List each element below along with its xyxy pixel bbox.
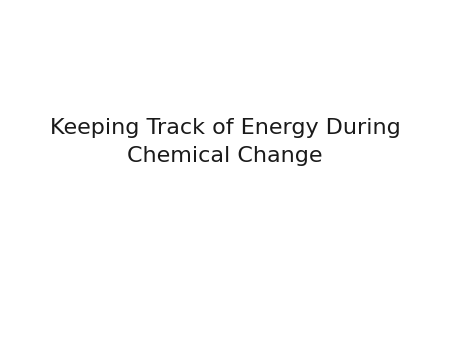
Text: Keeping Track of Energy During
Chemical Change: Keeping Track of Energy During Chemical …: [50, 118, 400, 166]
